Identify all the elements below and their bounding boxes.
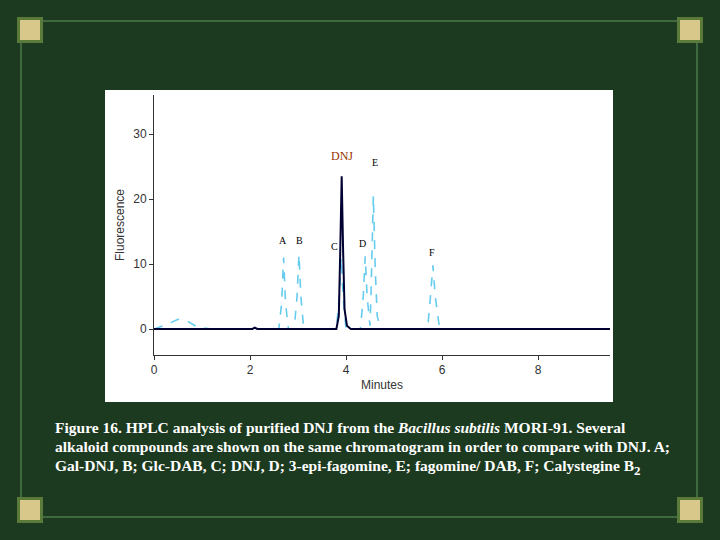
svg-text:Fluorescence: Fluorescence: [113, 189, 127, 261]
svg-text:F: F: [429, 247, 435, 258]
svg-text:30: 30: [133, 127, 147, 141]
svg-text:Minutes: Minutes: [361, 378, 403, 392]
svg-text:A: A: [279, 235, 287, 246]
svg-text:B: B: [296, 235, 303, 246]
html-text:Figure 16. HPLC analysis of pu: Figure 16. HPLC analysis of purified DNJ…: [55, 419, 670, 479]
svg-text:20: 20: [133, 192, 147, 206]
svg-text:D: D: [359, 238, 366, 249]
svg-text:0: 0: [151, 363, 158, 377]
svg-text:2: 2: [247, 363, 254, 377]
svg-text:8: 8: [535, 363, 542, 377]
svg-text:E: E: [372, 157, 378, 168]
svg-text:C: C: [331, 241, 338, 252]
svg-text:10: 10: [133, 257, 147, 271]
svg-text:DNJ: DNJ: [331, 149, 353, 163]
svg-text:6: 6: [439, 363, 446, 377]
svg-text:4: 4: [343, 363, 350, 377]
svg-text:0: 0: [140, 322, 147, 336]
